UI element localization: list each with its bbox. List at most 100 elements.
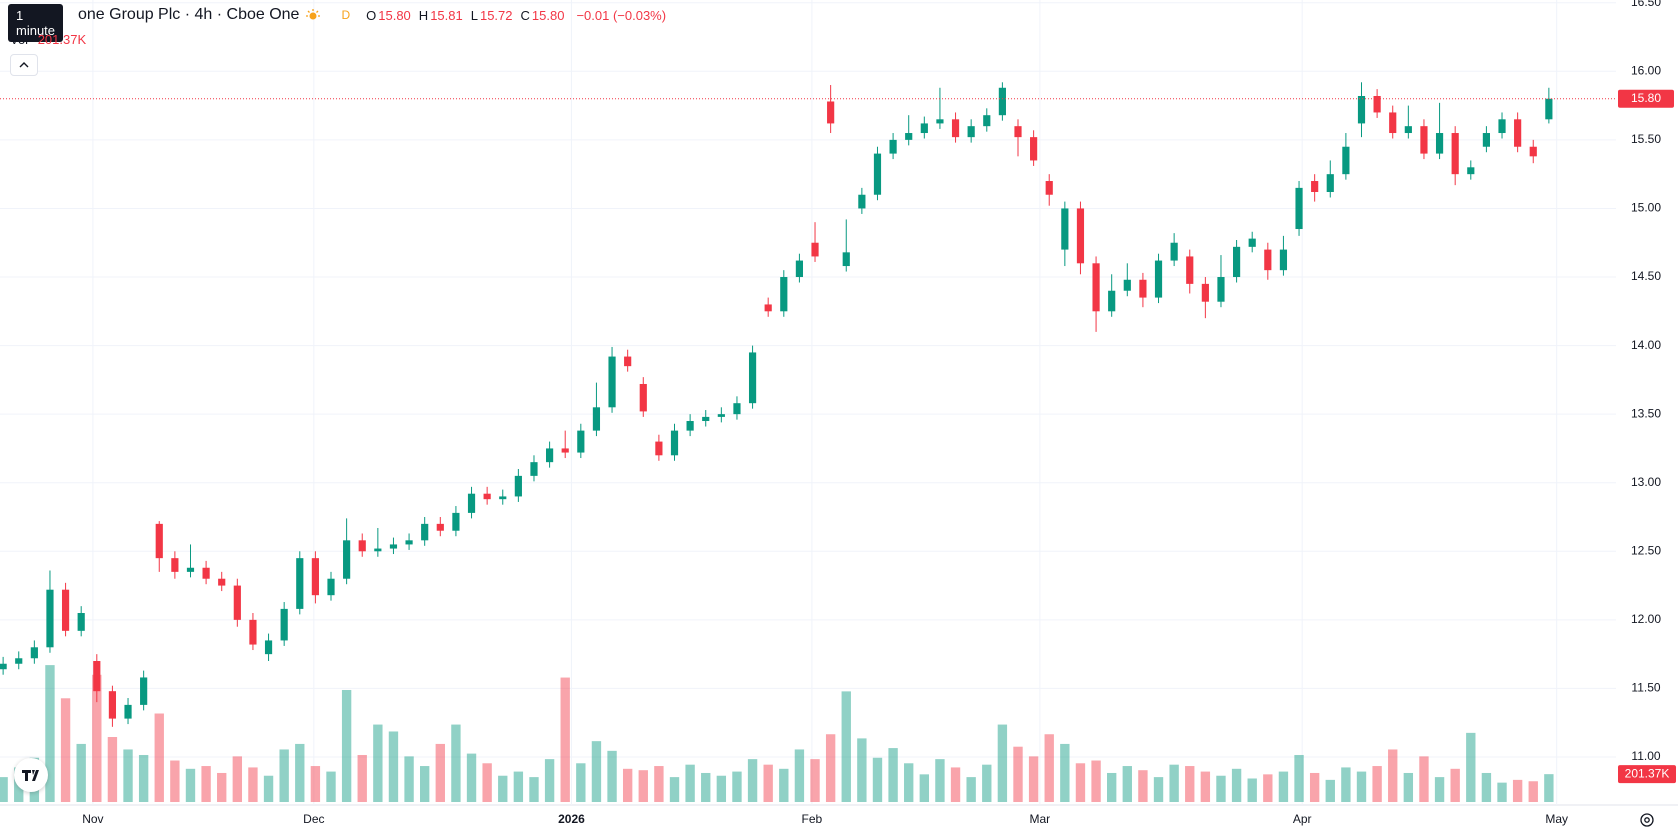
tooltip: 1 minute [8,4,64,42]
candle-body [858,194,866,209]
candle-body [577,430,585,453]
volume-bar [0,777,8,802]
volume-bar [1356,771,1367,802]
volume-bar [747,759,758,802]
candle-body [873,153,882,195]
ohlc-key: O [366,7,377,23]
volume-bar [1138,770,1148,802]
volume-bar [607,750,617,802]
volume-bar [138,754,149,802]
volume-bar [529,777,539,802]
volume-bar [310,766,321,802]
candle-body [1279,249,1288,271]
logo[interactable] [14,758,48,792]
volume-bar [1013,746,1023,802]
settings-button[interactable] [1637,810,1657,830]
volume-bar [1091,760,1101,802]
volume-bar [1497,782,1507,802]
volume-bar [732,771,742,802]
candle-body [233,585,241,620]
volume-bar [950,767,961,802]
volume-bar [919,774,930,802]
candle-body [389,544,398,549]
volume-bar [982,764,992,802]
interval-flag: D [341,8,351,22]
candle-body [124,704,132,719]
candle-body [998,87,1006,116]
candle-body [108,691,117,719]
candle-body [1123,279,1131,291]
volume-bar [76,743,86,802]
volume-value: 201.37K [37,32,87,47]
volume-bar [716,775,727,802]
candle-body [327,578,335,596]
volume-bar [45,665,55,802]
y-tick-label: 14.00 [1631,338,1661,352]
ohlc-value: 15.80 [378,7,411,23]
volume-bar [591,741,602,802]
y-tick-label: 16.00 [1631,63,1661,77]
candle-body [1154,260,1163,298]
volume-bar [1419,756,1429,802]
volume-bar [388,731,399,802]
candle-body [467,493,476,513]
candle-body [561,448,569,453]
candle-body [1233,246,1241,278]
candle-body [748,352,757,404]
volume-bar [857,738,867,802]
volume-bar [1544,774,1554,802]
x-tick-label: May [1545,812,1568,826]
candle-body [1076,208,1085,264]
y-tick-label: 11.50 [1631,681,1660,695]
volume-bar [1528,781,1538,802]
volume-bar [201,766,211,802]
volume-bar [60,698,71,802]
candle-body [1248,238,1256,247]
candle-body [61,589,70,631]
candle-body [1451,133,1459,175]
candle-body [592,407,601,431]
candle-layer [0,82,1553,727]
candle-body [717,414,725,417]
ohlc-key: L [470,7,478,23]
volume-bar [825,734,836,802]
candle-body [296,558,304,609]
candle-body [1545,98,1553,120]
volume-bar [1060,743,1070,802]
volume-bar [326,771,336,802]
candle-body [1061,208,1069,250]
candle-body [514,475,522,497]
volume-bar [420,766,430,802]
candle-body [1514,119,1522,147]
volume-bar [1309,772,1320,802]
ohlc: O 15.80 H 15.81 L 15.72 C 15.80 [366,8,570,23]
candle-body [1389,112,1397,134]
symbol-title: one Group Plc · 4h · Cboe One [78,6,300,23]
candle-body [155,523,163,559]
volume-bar [107,737,118,802]
volume-bar [935,759,945,802]
candle-body [1326,174,1334,192]
candle-body [249,619,257,645]
candle-body [46,589,54,648]
candle-body [1498,119,1506,134]
volume-bar [1169,764,1179,802]
volume-bar [170,760,180,802]
price-badge [1618,89,1674,108]
volume-bar [1247,778,1257,802]
session-icon [306,9,321,20]
candle-body [795,260,804,278]
gear-icon [1640,813,1654,827]
collapse-button[interactable] [10,54,38,76]
candle-body [1045,181,1053,195]
volume-bar [685,764,695,802]
volume-bar [1185,766,1195,802]
candle-body [1217,277,1225,302]
volume-bar [357,754,367,802]
volume-bar [638,770,648,802]
candle-body [436,523,444,531]
volume-bar [1466,732,1476,802]
candle-body [1264,249,1272,271]
candle-body [1295,187,1303,230]
